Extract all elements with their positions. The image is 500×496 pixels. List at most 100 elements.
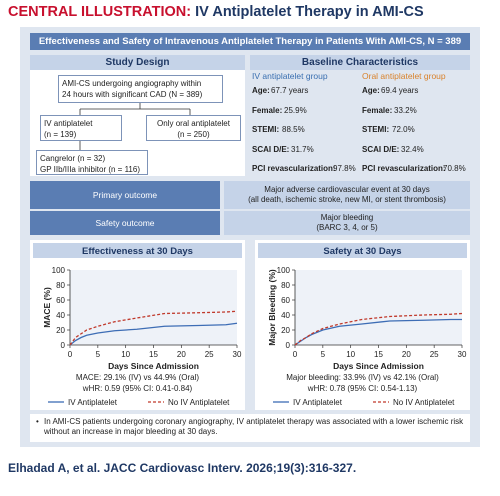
population-box: AMI-CS undergoing angiography within 24 … xyxy=(58,75,223,103)
x-tick-label: 15 xyxy=(149,350,158,359)
section-title: Baseline Characteristics xyxy=(250,55,470,70)
text-line: (all death, ischemic stroke, new MI, or … xyxy=(248,195,446,204)
x-tick-label: 10 xyxy=(346,350,355,359)
row-value: 69.4 years xyxy=(381,86,419,95)
series-line xyxy=(294,312,463,346)
x-tick-label: 25 xyxy=(205,350,214,359)
connectors xyxy=(79,103,191,150)
row-value: 32.4% xyxy=(401,144,424,154)
bullet-dot: • xyxy=(36,417,39,426)
chart-title: Safety at 30 Days xyxy=(323,246,401,257)
x-tick-label: 30 xyxy=(233,350,242,359)
y-tick-label: 60 xyxy=(56,296,65,305)
citation: Elhadad A, et al. JACC Cardiovasc Interv… xyxy=(8,461,357,475)
connector xyxy=(79,103,191,150)
row-label: STEMI: xyxy=(252,125,280,134)
row-value: 72.0% xyxy=(392,125,415,134)
text-line: GP IIb/IIIa inhibitor (n = 116) xyxy=(40,165,140,174)
legend-label: IV Antiplatelet xyxy=(293,398,343,407)
y-tick-label: 80 xyxy=(281,281,290,290)
iv-box: IV antiplatelet (n = 139) xyxy=(40,115,122,141)
text-line: (n = 250) xyxy=(177,130,210,139)
y-tick-label: 60 xyxy=(281,296,290,305)
text-line: IV antiplatelet xyxy=(44,119,93,128)
row-label: SCAI D/E: xyxy=(252,144,290,154)
text-line: (n = 139) xyxy=(44,130,77,139)
x-tick-label: 20 xyxy=(177,350,186,359)
chart: Safety at 30 Days 0 20 40 60 80 100 0 5 10 15 20 25 3… xyxy=(258,243,467,407)
row-value: 88.5% xyxy=(282,125,305,134)
annotation: MACE: 29.1% (IV) vs 44.9% (Oral) xyxy=(76,373,199,382)
y-tick-label: 40 xyxy=(281,311,290,320)
annotation: wHR: 0.59 (95% CI: 0.41-0.84) xyxy=(82,384,193,393)
chart: Effectiveness at 30 Days 0 20 40 60 80 100 0 5 10… xyxy=(33,243,242,407)
annotation: Major bleeding: 33.9% (IV) vs 42.1% (Ora… xyxy=(286,373,439,382)
text-line: Only oral antiplatelet xyxy=(157,119,230,128)
x-tick-label: 0 xyxy=(293,350,298,359)
outcome-text: Major adverse cardiovascular event at 30… xyxy=(224,181,470,209)
x-tick-label: 5 xyxy=(96,350,101,359)
row-label: PCI revascularization: xyxy=(362,164,446,173)
key-point-text: In AMI-CS patients undergoing coronary a… xyxy=(44,417,464,436)
row-value: 25.9% xyxy=(284,105,307,115)
outcome-label: Safety outcome xyxy=(30,211,220,235)
row-label: Female: xyxy=(362,105,393,115)
y-axis-label: Major Bleeding (%) xyxy=(267,269,277,346)
key-point: • In AMI-CS patients undergoing coronary… xyxy=(30,414,470,442)
text-line: (BARC 3, 4, or 5) xyxy=(316,223,378,232)
legend-label: No IV Antiplatelet xyxy=(393,398,455,407)
text-line: Major bleeding xyxy=(320,213,374,222)
row-value: 97.8% xyxy=(333,164,356,173)
chart-title-bar xyxy=(33,243,242,258)
y-tick-label: 100 xyxy=(277,266,291,275)
banner: Effectiveness and Safety of Intravenous … xyxy=(30,33,470,50)
header-title: IV Antiplatelet Therapy in AMI-CS xyxy=(195,4,424,20)
row-label: SCAI D/E: xyxy=(362,144,400,154)
text-line: AMI-CS undergoing angiography within xyxy=(62,79,202,88)
x-tick-label: 25 xyxy=(430,350,439,359)
x-tick-label: 20 xyxy=(402,350,411,359)
row-value: 31.7% xyxy=(291,144,314,154)
x-tick-label: 0 xyxy=(68,350,73,359)
y-tick-label: 0 xyxy=(61,341,66,350)
chart-title: Effectiveness at 30 Days xyxy=(82,246,193,257)
chart-title-bar xyxy=(258,243,467,258)
header: CENTRAL ILLUSTRATION: IV Antiplatelet Th… xyxy=(8,4,424,20)
series-line xyxy=(69,322,238,346)
outcome-text: Major bleeding (BARC 3, 4, or 5) xyxy=(224,211,470,235)
row-label: STEMI: xyxy=(362,125,390,134)
y-tick-label: 20 xyxy=(56,326,65,335)
section-title: Study Design xyxy=(30,55,245,70)
agents-box: Cangrelor (n = 32) GP IIb/IIIa inhibitor… xyxy=(36,150,148,175)
y-tick-label: 40 xyxy=(56,311,65,320)
row-label: PCI revascularization: xyxy=(252,164,336,173)
row-label: Age: xyxy=(362,86,380,95)
text-line: Cangrelor (n = 32) xyxy=(40,154,106,163)
y-axis-label: MACE (%) xyxy=(42,287,52,328)
x-tick-label: 30 xyxy=(458,350,467,359)
y-tick-label: 100 xyxy=(52,266,66,275)
row-value: 70.8% xyxy=(443,164,466,173)
row-label: Female: xyxy=(252,105,283,115)
y-tick-label: 80 xyxy=(56,281,65,290)
legend-label: IV Antiplatelet xyxy=(68,398,118,407)
row-value: 67.7 years xyxy=(271,86,309,95)
x-tick-label: 15 xyxy=(374,350,383,359)
oral-box: Only oral antiplatelet (n = 250) xyxy=(146,115,241,141)
x-axis-label: Days Since Admission xyxy=(333,361,424,371)
group-name: Oral antiplatelet group xyxy=(362,71,446,81)
x-axis-label: Days Since Admission xyxy=(108,361,199,371)
y-tick-label: 0 xyxy=(286,341,291,350)
header-label: CENTRAL ILLUSTRATION: xyxy=(8,4,192,20)
series-line xyxy=(69,310,238,346)
row-value: 33.2% xyxy=(394,105,417,115)
x-tick-label: 10 xyxy=(121,350,130,359)
legend-label: No IV Antiplatelet xyxy=(168,398,230,407)
group-name: IV antiplatelet group xyxy=(252,71,328,81)
plot-area xyxy=(295,270,462,345)
outcome-label: Primary outcome xyxy=(30,181,220,209)
text-line: Major adverse cardiovascular event at 30… xyxy=(264,185,430,194)
annotation: wHR: 0.78 (95% CI: 0.54-1.13) xyxy=(307,384,418,393)
y-tick-label: 20 xyxy=(281,326,290,335)
